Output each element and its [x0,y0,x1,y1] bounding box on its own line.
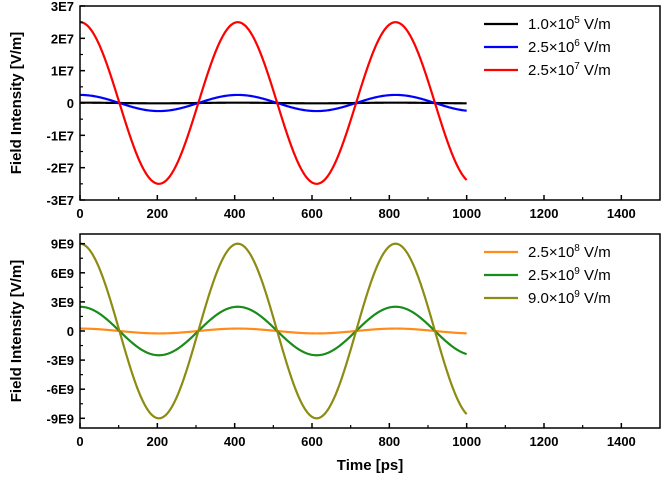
legend: 2.5×108 V/m 2.5×109 V/m 9.0×109 V/m [484,243,611,307]
y-tick-label: -9E9 [47,411,74,426]
legend-label: 2.5×109 V/m [528,266,611,284]
x-tick-label: 800 [378,434,400,449]
y-tick-label: 0 [67,96,74,111]
series-line-2-2 [80,305,467,357]
legend-label: 9.0×109 V/m [528,289,611,307]
y-tick-label: 2E7 [51,31,74,46]
x-tick-label: 1200 [530,434,559,449]
series-line-2-3 [80,242,468,420]
y-tick-label: 6E9 [51,266,74,281]
y-axis-label: Field Intensity [V/m] [8,260,25,403]
x-tick-label: 0 [76,206,83,221]
x-tick-label: 800 [378,206,400,221]
x-axis-label: Time [ps] [337,457,403,474]
y-tick-label: -1E7 [47,128,74,143]
legend-label: 2.5×108 V/m [528,243,611,261]
x-tick-label: 0 [76,434,83,449]
x-tick-label: 400 [224,206,246,221]
legend-label: 1.0×105 V/m [528,15,611,33]
x-tick-label: 1000 [452,434,481,449]
x-tick-label: 1400 [607,206,636,221]
y-tick-label: 9E9 [51,237,74,252]
y-axis-label: Field Intensity [V/m] [8,32,25,175]
x-tick-label: 1000 [452,206,481,221]
series-line-2-1 [80,327,467,335]
legend-label: 2.5×106 V/m [528,38,611,56]
x-tick-label: 1200 [530,206,559,221]
x-tick-label: 600 [301,434,323,449]
legend: 1.0×105 V/m 2.5×106 V/m 2.5×107 V/m [484,15,611,79]
panel-bottom: 0 200 400 600 800 1000 1200 1400 -9E9 -6E9 -3E9 0 3E… [8,233,661,474]
series-line-1-2 [80,93,467,113]
y-tick-label: 3E7 [51,0,74,14]
plot-frame [79,233,661,429]
x-tick-label: 600 [301,206,323,221]
y-tick-label: -3E9 [47,353,74,368]
x-tick-label: 200 [146,434,168,449]
y-tick-label: -2E7 [47,161,74,176]
panel-top: 0 200 400 600 800 1000 1200 1400 -3E7 -2E7 -1E7 0 1E… [8,0,661,221]
y-tick-label: 3E9 [51,295,74,310]
y-tick-label: -6E9 [47,382,74,397]
x-tick-label: 400 [224,434,246,449]
y-tick-label: 1E7 [51,64,74,79]
series-line-1-3 [80,21,468,185]
x-tick-label: 1400 [607,434,636,449]
x-tick-label: 200 [146,206,168,221]
y-tick-label: 0 [67,324,74,339]
y-tick-label: -3E7 [47,193,74,208]
legend-label: 2.5×107 V/m [528,61,611,79]
series-line-1-1 [80,101,467,105]
